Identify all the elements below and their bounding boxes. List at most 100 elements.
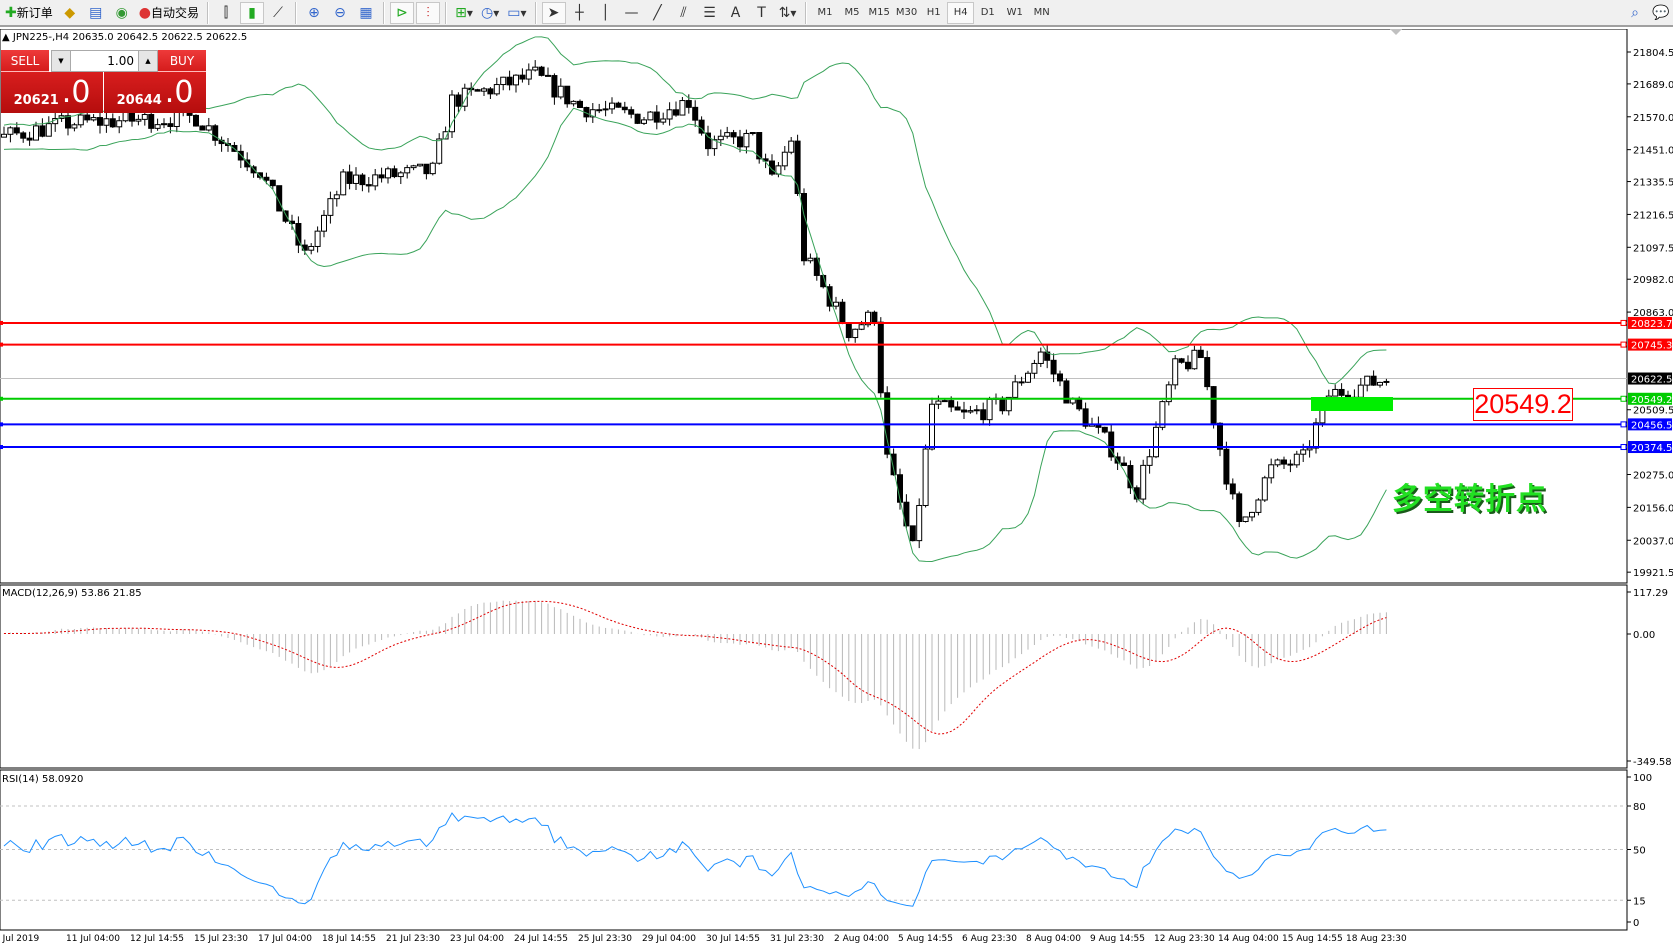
candle	[628, 109, 635, 115]
candle	[1076, 397, 1083, 410]
pivot-annotation[interactable]: 多空转折点	[1392, 482, 1547, 517]
candle	[813, 257, 820, 276]
rsi-panel	[0, 769, 1628, 931]
timeframe-d1[interactable]: D1	[980, 7, 995, 18]
timeframe-m30[interactable]: M30	[895, 7, 918, 18]
trendline-button[interactable]: ╱	[646, 2, 670, 24]
one-click-trading-panel: SELL ▼ 1.00 ▲ BUY 20621.0 20644.0	[1, 50, 206, 113]
candle	[858, 324, 865, 330]
candle	[109, 118, 116, 128]
new-order-button[interactable]: ✚ 新订单	[2, 2, 56, 24]
candle	[1332, 388, 1339, 397]
fibonacci-icon: ☰	[703, 4, 716, 21]
sell-price[interactable]: 20621.0	[1, 72, 103, 113]
text-button[interactable]: A	[724, 2, 748, 24]
horizontal-line-button[interactable]: —	[620, 2, 644, 24]
candle	[1300, 449, 1307, 455]
timeframe-h4[interactable]: H4	[947, 1, 975, 24]
candle	[20, 132, 27, 139]
candle	[756, 132, 763, 160]
pivot-zone-rectangle[interactable]	[1311, 397, 1393, 411]
candle	[1165, 384, 1172, 403]
bar-chart-button[interactable]: ⫿	[214, 2, 238, 24]
chart-shift-button[interactable]: ⫶	[415, 1, 440, 24]
timeframe-m1[interactable]: M1	[817, 7, 833, 18]
timeframe-m5[interactable]: M5	[844, 7, 860, 18]
lot-decrease-button[interactable]: ▼	[52, 51, 71, 71]
zoom-out-button[interactable]: ⊖	[328, 2, 352, 24]
text-label-button[interactable]: T	[750, 2, 774, 24]
candle	[807, 257, 814, 262]
candle	[493, 84, 500, 95]
timeframe-m15[interactable]: M15	[868, 7, 890, 18]
chat-button[interactable]: 💬	[1649, 2, 1673, 24]
chart-canvas[interactable]: 21804.5 21689.0 21570.0 21451.0 21335.5 21216…	[0, 29, 1673, 952]
cursor-button[interactable]: ➤	[541, 1, 566, 24]
lot-size-input[interactable]: 1.00	[107, 54, 134, 68]
candle	[749, 132, 756, 135]
crosshair-button[interactable]: ┼	[568, 2, 592, 24]
candle	[429, 162, 436, 175]
fibonacci-button[interactable]: ☰	[698, 2, 722, 24]
equidistant-channel-button[interactable]: ⫽	[672, 2, 696, 24]
candle	[1063, 380, 1070, 404]
auto-trading-button[interactable]: ● 自动交易	[136, 2, 202, 24]
sell-button[interactable]: SELL	[1, 50, 49, 72]
time-label: 2 Aug 04:00	[834, 934, 889, 944]
toolbar: ✚ 新订单 ◆ ▤ ◉ ● 自动交易 ⫿ ▮ ⟋ ⊕ ⊖ ▦ ⊳ ⫶ ⊞ ▾ ◷ ▾ ▭…	[0, 0, 1673, 27]
chart-shift-icon: ⫶	[426, 4, 430, 21]
auto-scroll-button[interactable]: ⊳	[389, 1, 414, 24]
terminal-button[interactable]: ▤	[84, 2, 108, 24]
candle	[621, 106, 628, 111]
time-label: 23 Jul 04:00	[450, 934, 504, 944]
line-chart-button[interactable]: ⟋	[266, 2, 290, 24]
lot-increase-button[interactable]: ▲	[138, 51, 157, 71]
channel-icon: ⫽	[680, 4, 687, 21]
line-handle-left	[0, 342, 3, 347]
separator	[294, 1, 297, 24]
candle	[340, 171, 347, 196]
text-label-icon: T	[757, 4, 766, 21]
candle	[730, 132, 737, 138]
line-handle-left	[0, 320, 3, 325]
candle	[77, 114, 84, 126]
candle	[666, 109, 673, 120]
pivot-price-label[interactable]: 20549.2	[1473, 388, 1573, 421]
zoom-in-icon: ⊕	[308, 4, 320, 21]
candle	[737, 136, 743, 148]
timeframe-w1[interactable]: W1	[1006, 7, 1023, 18]
rsi-tick-label: 15	[1633, 896, 1646, 907]
periods-button[interactable]: ◷ ▾	[480, 4, 500, 21]
indicators-button[interactable]: ⊞ ▾	[455, 4, 473, 21]
metaeditor-button[interactable]: ◆	[58, 2, 82, 24]
candle	[839, 301, 846, 324]
templates-button[interactable]: ▭ ▾	[507, 4, 527, 21]
lot-size-stepper[interactable]: ▼ 1.00 ▲	[51, 50, 158, 72]
zoom-in-button[interactable]: ⊕	[302, 2, 326, 24]
candle	[1178, 358, 1185, 363]
candle	[263, 176, 270, 181]
vertical-line-button[interactable]: │	[594, 2, 618, 24]
candle	[961, 409, 967, 413]
indicators-icon: ⊞	[455, 4, 467, 21]
line-price-label: 20745.3	[1631, 341, 1672, 352]
vertical-line-icon: │	[601, 4, 610, 21]
separator	[804, 1, 807, 24]
timeframe-h1[interactable]: H1	[926, 7, 941, 18]
signals-button[interactable]: ◉	[110, 2, 134, 24]
candle	[999, 397, 1006, 412]
tile-windows-button[interactable]: ▦	[354, 2, 378, 24]
candlestick-button[interactable]: ▮	[239, 1, 264, 24]
search-button[interactable]: ⌕	[1623, 2, 1647, 24]
candle	[1377, 381, 1383, 386]
candle	[1217, 422, 1223, 450]
timeframe-mn[interactable]: MN	[1033, 7, 1050, 18]
candle	[589, 109, 596, 118]
buy-button[interactable]: BUY	[158, 50, 206, 72]
trendline-icon: ╱	[653, 4, 662, 21]
candle	[423, 163, 430, 175]
buy-price[interactable]: 20644.0	[104, 72, 206, 113]
price-tick-label: 20037.0	[1633, 536, 1673, 547]
arrows-button[interactable]: ⇅ ▾	[778, 4, 797, 21]
candle	[1338, 388, 1345, 396]
